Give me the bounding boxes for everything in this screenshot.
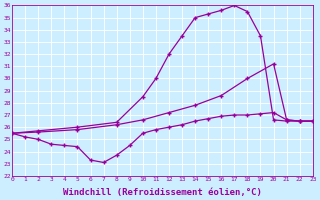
X-axis label: Windchill (Refroidissement éolien,°C): Windchill (Refroidissement éolien,°C) <box>63 188 262 197</box>
